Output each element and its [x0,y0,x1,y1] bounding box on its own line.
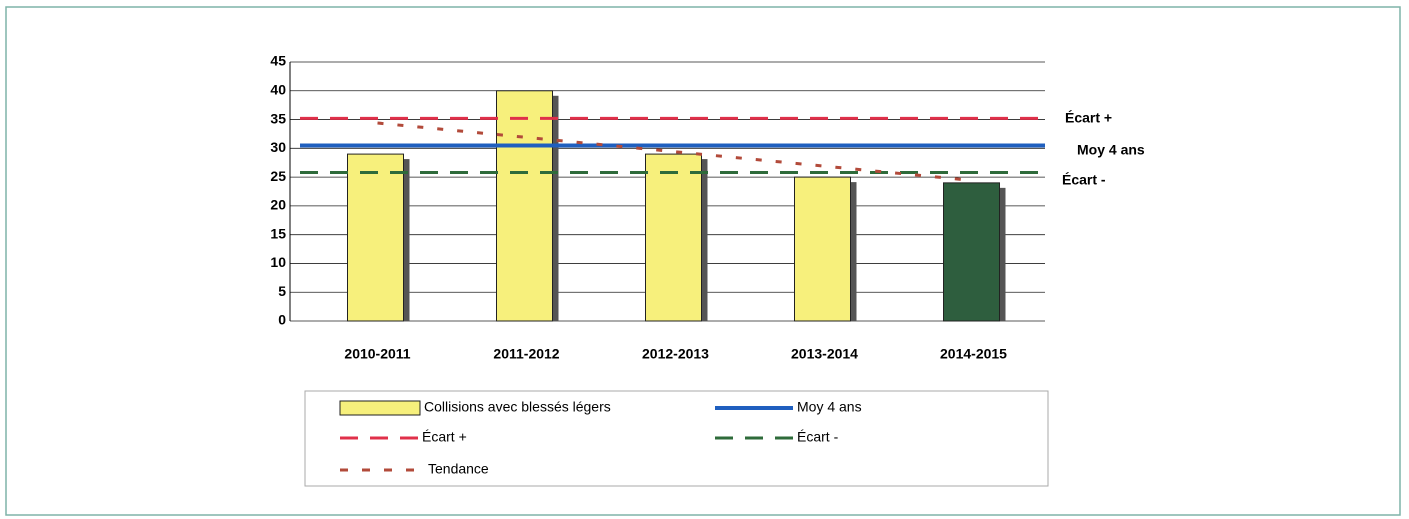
legend-label: Écart + [422,429,467,445]
side-label: Écart + [1065,110,1112,126]
legend-label: Écart - [797,429,839,445]
x-tick-label: 2011-2012 [493,346,559,362]
y-tick-label: 10 [270,254,286,270]
y-tick-label: 35 [270,110,286,126]
bar [496,90,553,322]
bar [347,153,404,322]
y-tick-label: 45 [270,53,286,69]
y-tick-label: 0 [278,312,286,328]
x-tick-label: 2013-2014 [791,346,858,362]
y-tick-label: 40 [270,81,286,97]
legend-label: Collisions avec blessés légers [424,399,611,415]
bar [794,176,851,322]
x-tick-label: 2010-2011 [344,346,410,362]
y-tick-label: 5 [278,283,286,299]
legend-swatch [339,400,421,416]
x-tick-label: 2014-2015 [940,346,1007,362]
side-label: Moy 4 ans [1077,142,1145,158]
legend-label: Tendance [428,461,489,477]
bar [943,182,1000,322]
side-label: Écart - [1062,172,1106,188]
legend-label: Moy 4 ans [797,399,862,415]
y-tick-label: 25 [270,168,286,184]
bar [645,153,702,322]
y-tick-label: 30 [270,139,286,155]
y-tick-label: 15 [270,225,286,241]
legend-box [304,390,1049,487]
x-tick-label: 2012-2013 [642,346,709,362]
y-tick-label: 20 [270,197,286,213]
